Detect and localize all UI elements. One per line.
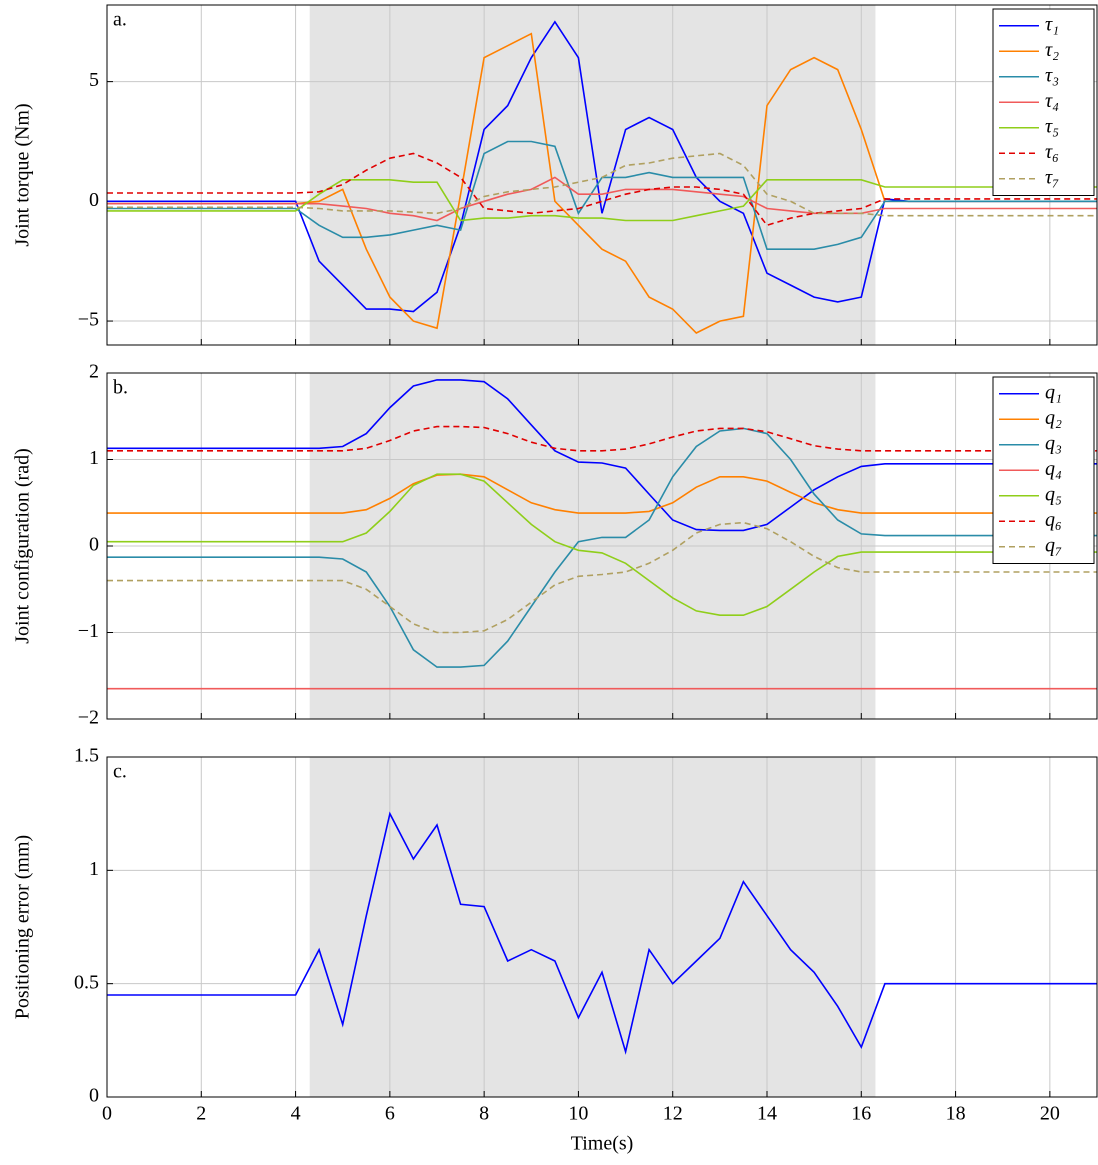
x-tick-label: 0: [102, 1103, 112, 1125]
x-tick-label: 10: [568, 1103, 588, 1125]
data-line: [107, 152, 1097, 227]
x-tick-label: 4: [291, 1103, 301, 1125]
y-tick-label: 0: [89, 1085, 99, 1107]
plot-frame: [106, 372, 1098, 720]
plot-frame: [106, 756, 1098, 1098]
y-axis-label: Joint configuration (rad): [12, 448, 34, 644]
legend-label: τ₇: [1045, 166, 1059, 188]
legend-label: τ₆: [1045, 141, 1059, 163]
legend-label: q₂: [1045, 407, 1062, 429]
data-line: [107, 176, 1097, 222]
legend-label: τ₄: [1045, 90, 1059, 112]
data-line: [107, 473, 1097, 616]
y-tick-label: 1: [89, 858, 99, 880]
legend-label: q₃: [1045, 432, 1062, 454]
panel-label: b.: [113, 377, 128, 399]
y-tick-label: 5: [89, 69, 99, 91]
y-tick-label: −2: [78, 707, 99, 729]
y-tick-label: 1.5: [74, 745, 99, 767]
y-tick-label: 2: [89, 361, 99, 383]
x-tick-label: 14: [757, 1103, 777, 1125]
y-tick-label: 0: [89, 189, 99, 211]
y-tick-label: −1: [78, 620, 99, 642]
legend-label: q₄: [1045, 458, 1062, 480]
x-tick-label: 20: [1040, 1103, 1060, 1125]
data-line: [107, 425, 1097, 452]
shaded-span: [309, 5, 876, 345]
plot-frame: [106, 4, 1098, 346]
x-tick-label: 2: [196, 1103, 206, 1125]
legend-label: τ₃: [1045, 64, 1059, 86]
legend-label: q₁: [1045, 381, 1062, 403]
data-line: [107, 427, 1097, 668]
x-axis-label: Time(s): [571, 1133, 634, 1155]
data-line: [107, 521, 1097, 634]
x-tick-label: 16: [851, 1103, 871, 1125]
panel-label: c.: [113, 761, 127, 783]
x-tick-label: 12: [663, 1103, 683, 1125]
shaded-span: [309, 757, 876, 1097]
y-axis-label: Positioning error (mm): [12, 835, 34, 1019]
y-tick-label: 1: [89, 447, 99, 469]
y-tick-label: 0: [89, 534, 99, 556]
legend-label: τ₅: [1045, 115, 1059, 137]
y-tick-label: −5: [78, 309, 99, 331]
data-line: [107, 379, 1097, 532]
panel-label: a.: [113, 9, 127, 31]
x-tick-label: 6: [385, 1103, 395, 1125]
y-axis-label: Joint torque (Nm): [12, 103, 34, 246]
y-tick-label: 0.5: [74, 971, 99, 993]
legend-label: q₇: [1045, 534, 1062, 556]
legend-label: q₆: [1045, 509, 1062, 531]
legend-label: q₅: [1045, 483, 1062, 505]
data-line: [107, 473, 1097, 514]
data-line: [107, 152, 1097, 217]
legend-label: τ₁: [1045, 13, 1059, 35]
x-tick-label: 8: [479, 1103, 489, 1125]
legend-label: τ₂: [1045, 39, 1059, 61]
data-line: [107, 179, 1097, 222]
data-line: [107, 811, 1097, 1055]
x-tick-label: 18: [946, 1103, 966, 1125]
